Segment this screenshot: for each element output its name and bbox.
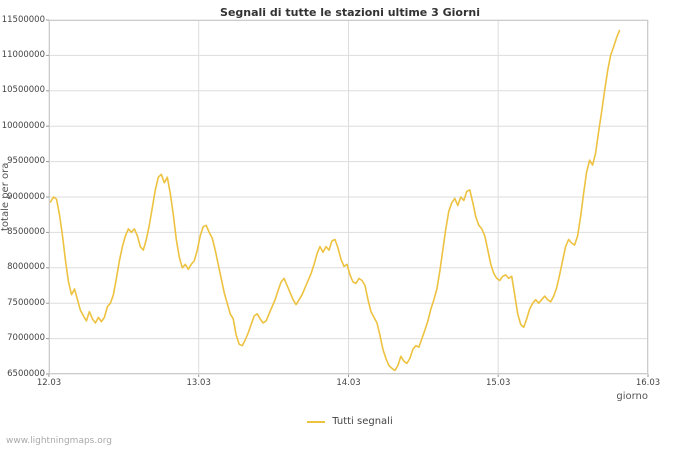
x-tick-label: 15.03 bbox=[486, 378, 511, 388]
y-tick-label: 10000000 bbox=[1, 120, 45, 131]
x-axis-label: giorno bbox=[616, 391, 648, 402]
x-tick-label: 14.03 bbox=[336, 378, 361, 388]
y-tick-label: 8500000 bbox=[7, 226, 45, 237]
y-tick-label: 10500000 bbox=[1, 85, 45, 96]
watermark-text: www.lightningmaps.org bbox=[6, 436, 112, 446]
plot-area bbox=[46, 19, 649, 377]
legend: Tutti segnali bbox=[0, 416, 700, 427]
x-tick-label: 16.03 bbox=[635, 378, 661, 388]
y-tick-label: 9000000 bbox=[7, 191, 45, 202]
x-tick-label: 13.03 bbox=[186, 378, 211, 388]
series-line bbox=[49, 29, 621, 372]
plot-svg bbox=[46, 19, 649, 377]
y-tick-label: 11500000 bbox=[1, 14, 45, 25]
y-tick-label: 9500000 bbox=[7, 156, 45, 167]
plot-border bbox=[49, 20, 648, 374]
y-tick-label: 8000000 bbox=[7, 262, 45, 273]
y-tick-label: 11000000 bbox=[1, 49, 45, 60]
y-tick-label: 7500000 bbox=[7, 297, 45, 308]
chart-title: Segnali di tutte le stazioni ultime 3 Gi… bbox=[220, 6, 480, 19]
x-tick-label: 12.03 bbox=[36, 378, 62, 388]
y-tick-label: 7000000 bbox=[7, 333, 45, 344]
legend-label: Tutti segnali bbox=[332, 416, 393, 427]
y-tick-label: 6500000 bbox=[7, 368, 45, 379]
series-color-swatch-icon bbox=[307, 420, 326, 423]
